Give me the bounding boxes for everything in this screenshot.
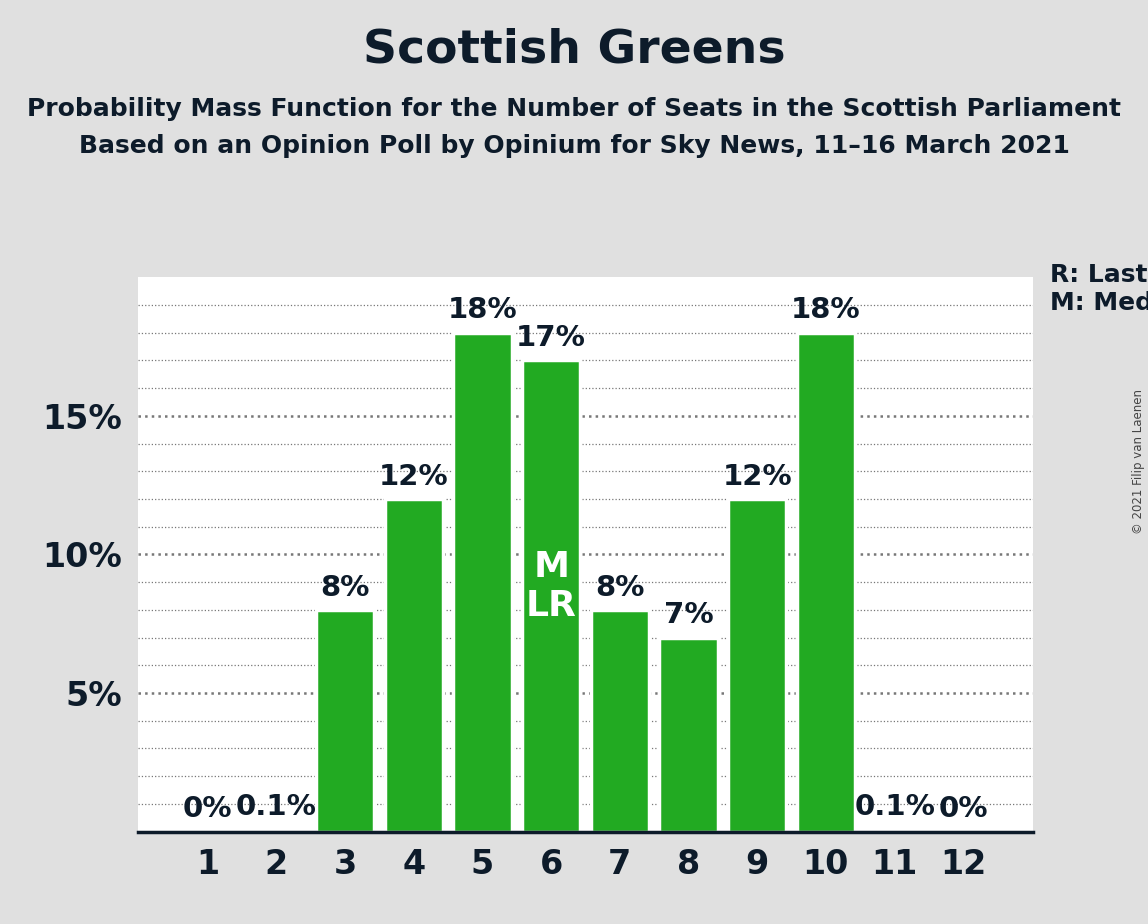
Text: M
LR: M LR: [526, 550, 576, 624]
Text: 0%: 0%: [939, 796, 988, 823]
Bar: [247, 829, 305, 832]
Text: 7%: 7%: [664, 602, 713, 629]
Text: 12%: 12%: [722, 463, 792, 491]
Text: 8%: 8%: [595, 574, 644, 602]
Text: 0.1%: 0.1%: [236, 793, 317, 821]
Text: 8%: 8%: [320, 574, 370, 602]
Text: 17%: 17%: [517, 324, 587, 352]
Bar: [659, 638, 718, 832]
Bar: [590, 610, 649, 832]
Text: 18%: 18%: [791, 297, 861, 324]
Bar: [728, 499, 786, 832]
Text: Based on an Opinion Poll by Opinium for Sky News, 11–16 March 2021: Based on an Opinion Poll by Opinium for …: [78, 134, 1070, 158]
Bar: [316, 610, 374, 832]
Text: Probability Mass Function for the Number of Seats in the Scottish Parliament: Probability Mass Function for the Number…: [28, 97, 1120, 121]
Text: M: Median: M: Median: [1050, 291, 1148, 315]
Text: R: Last Result: R: Last Result: [1050, 263, 1148, 287]
Text: Scottish Greens: Scottish Greens: [363, 28, 785, 73]
Bar: [866, 829, 924, 832]
Bar: [385, 499, 443, 832]
Text: © 2021 Filip van Laenen: © 2021 Filip van Laenen: [1132, 390, 1146, 534]
Text: 0.1%: 0.1%: [854, 793, 934, 821]
Text: 18%: 18%: [448, 297, 518, 324]
Text: 0%: 0%: [183, 796, 232, 823]
Bar: [453, 333, 512, 832]
Bar: [522, 360, 581, 832]
Bar: [797, 333, 855, 832]
Text: 12%: 12%: [379, 463, 449, 491]
